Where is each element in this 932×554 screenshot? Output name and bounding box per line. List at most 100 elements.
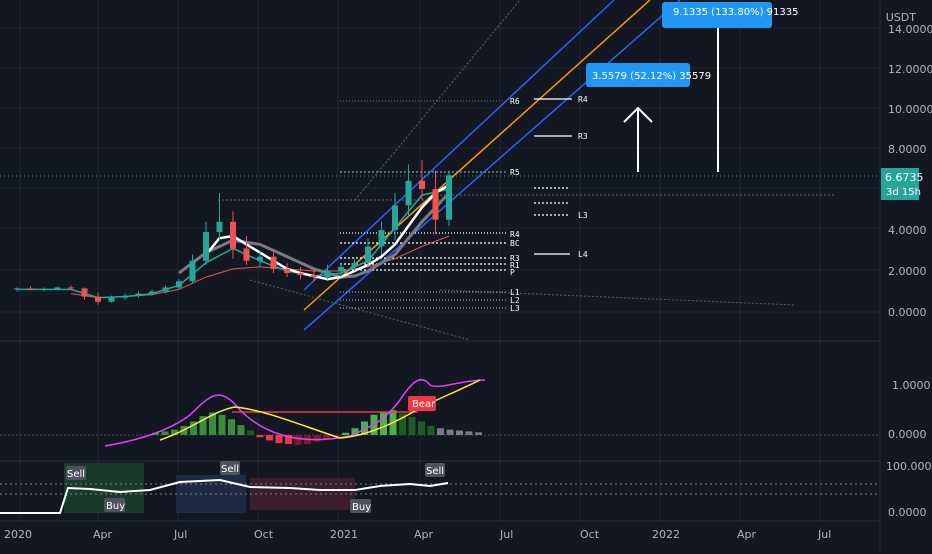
zone-label: Sell: [66, 466, 86, 480]
oscillator-pane[interactable]: Bear: [0, 379, 880, 447]
pivot-levels: [340, 98, 572, 309]
x-tick-label: Oct: [580, 528, 600, 541]
candle-body: [54, 287, 61, 290]
x-tick-label: Apr: [414, 528, 434, 541]
pivot-label: R3: [510, 254, 520, 263]
candle-body: [284, 268, 290, 274]
y-tick-label: 0.0000: [888, 506, 927, 519]
y-tick-label: 0.0000: [888, 428, 927, 441]
candle-body: [81, 288, 88, 297]
y-tick-label: 4.0000: [888, 224, 927, 237]
time-axis[interactable]: 2020 Apr Jul Oct 2021 Apr Jul Oct 2022 A…: [4, 528, 831, 541]
measure-badge-large[interactable]: 9.1335 (133.80%) 91335: [662, 2, 798, 28]
candle-body: [68, 287, 74, 289]
candle-body: [419, 180, 425, 189]
zone-label: Sell: [220, 461, 240, 475]
measure-badge-small[interactable]: 3.5579 (52.12%) 35579: [586, 63, 711, 87]
last-price-badge: [881, 168, 919, 200]
osc-histogram-bar: [190, 421, 197, 435]
osc-histogram-bar: [323, 435, 330, 440]
osc-histogram-bar: [275, 435, 283, 444]
osc-histogram-bar: [218, 414, 226, 435]
price-pane[interactable]: R6 R4 R3 R5 L3 R4 BC R3 L4 R1 P L1 L2 L3…: [0, 0, 880, 341]
candle-body: [41, 289, 47, 291]
osc-histogram-bar: [209, 412, 216, 435]
candle-body: [203, 232, 209, 261]
zone-label: Buy: [104, 498, 125, 512]
osc-histogram-bar: [161, 431, 169, 435]
osc-histogram-bar: [380, 412, 387, 435]
osc-histogram-bar: [171, 429, 178, 435]
countdown-value: 3d 15h: [886, 187, 921, 198]
candle-body: [257, 256, 263, 261]
x-tick-label: Apr: [737, 528, 757, 541]
osc-histogram-bar: [294, 435, 302, 445]
y-tick-label: 0.0000: [888, 306, 927, 319]
y-tick-label: 100.0000: [886, 460, 932, 473]
svg-text:Sell: Sell: [67, 469, 85, 480]
osc-histogram-bar: [342, 432, 349, 435]
rsi-line: [0, 478, 449, 514]
x-tick-label: Oct: [254, 528, 274, 541]
candle-body: [230, 221, 236, 249]
osc-histogram-bar: [152, 432, 159, 435]
trendline-down[interactable]: [249, 279, 471, 341]
pivot-label: R6: [510, 97, 520, 106]
pivot-label: R4: [578, 95, 588, 104]
pivot-label: R3: [578, 132, 588, 141]
candle-body: [243, 248, 250, 261]
osc-histogram-bar: [313, 435, 321, 442]
last-price-value: 6.6735: [885, 171, 924, 184]
candles: [14, 160, 452, 305]
x-tick-label: 2022: [652, 528, 680, 541]
candle-body: [135, 293, 142, 296]
x-tick-label: 2020: [4, 528, 32, 541]
svg-text:Sell: Sell: [426, 466, 444, 477]
pivot-label: R5: [510, 168, 520, 177]
osc-histogram-bar: [247, 430, 254, 435]
candle-body: [378, 230, 385, 247]
price-axis[interactable]: USDT 14.0000 12.0000 10.0000 8.0000 4.00…: [881, 11, 932, 519]
pivot-label: P: [510, 268, 515, 277]
candle-body: [446, 175, 452, 220]
svg-text:Buy: Buy: [352, 502, 371, 513]
x-tick-label: Jul: [499, 528, 513, 541]
pivot-label: L1: [510, 288, 520, 297]
osc-histogram: [152, 410, 482, 445]
pivot-label: L3: [510, 304, 520, 313]
osc-histogram-bar: [399, 413, 406, 435]
y-tick-label: 10.0000: [888, 103, 932, 116]
pivot-label: L4: [578, 250, 588, 259]
candle-body: [405, 180, 412, 206]
candle-body: [351, 262, 358, 267]
rsi-pane[interactable]: Sell Buy Sell Buy Sell: [0, 461, 880, 514]
pivot-label: R1: [510, 261, 520, 270]
osc-histogram-bar: [475, 432, 482, 435]
candle-body: [149, 291, 155, 294]
osc-histogram-bar: [266, 435, 273, 441]
osc-histogram-bar: [427, 426, 435, 435]
candle-body: [162, 287, 169, 292]
zone-label: Sell: [425, 463, 445, 477]
candle-body: [14, 288, 20, 290]
pivot-label: R4: [510, 230, 520, 239]
osc-histogram-bar: [285, 435, 292, 444]
x-tick-label: Apr: [93, 528, 113, 541]
measure-arrow-small[interactable]: [623, 106, 653, 172]
measure-badge-small-text: 3.5579 (52.12%) 35579: [592, 71, 711, 82]
candle-body: [270, 256, 277, 269]
trendline-flat[interactable]: [439, 289, 796, 306]
zone-label: Buy: [350, 499, 371, 513]
trendline-up[interactable]: [354, 0, 521, 201]
pivot-label: L2: [510, 296, 520, 305]
y-tick-label: 14.0000: [888, 23, 932, 36]
channel-lower-line[interactable]: [303, 0, 681, 331]
channel-upper-line[interactable]: [303, 0, 615, 291]
candle-body: [95, 296, 101, 302]
osc-pink-line: [104, 379, 486, 447]
bear-zone: [250, 478, 355, 510]
pivot-labels: R6 R4 R3 R5 L3 R4 BC R3 L4 R1 P L1 L2 L3: [510, 95, 588, 313]
osc-histogram-bar: [465, 431, 473, 435]
